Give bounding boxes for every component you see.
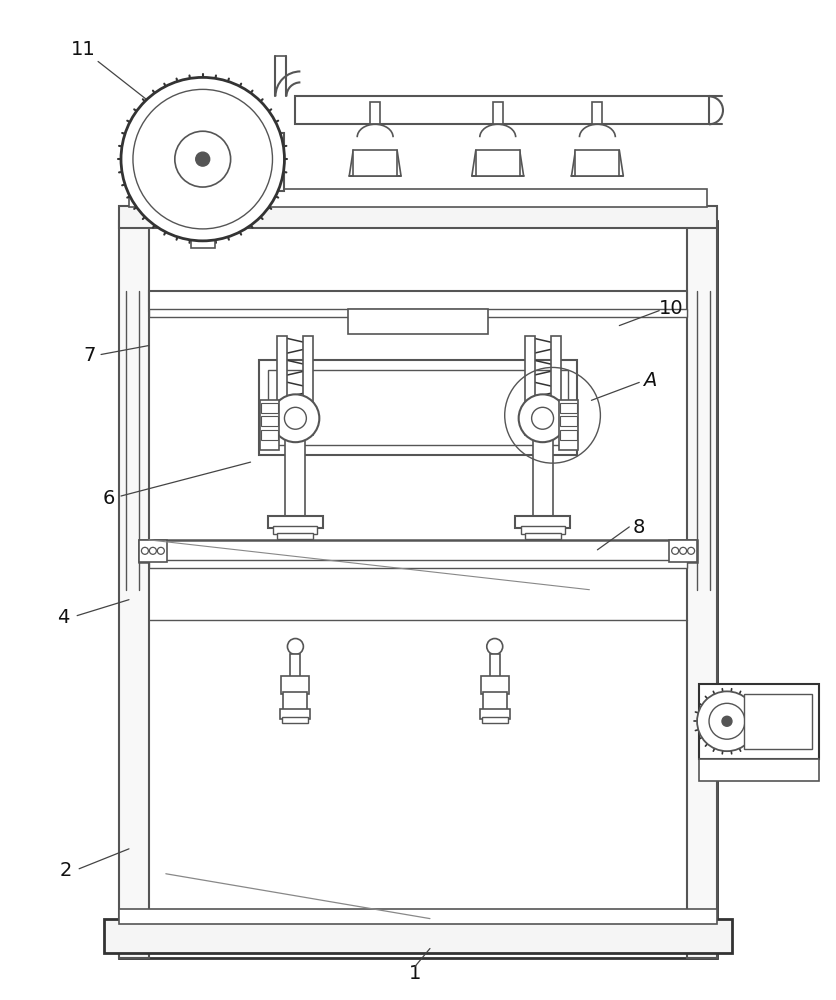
Bar	[533, 438, 553, 520]
Bar	[669, 540, 697, 562]
Bar	[283, 717, 308, 723]
Bar	[290, 654, 300, 679]
Circle shape	[532, 407, 553, 429]
Text: 6: 6	[103, 489, 115, 508]
Bar	[285, 438, 305, 520]
Bar	[481, 676, 508, 694]
Bar	[303, 336, 314, 435]
Bar	[119, 206, 717, 228]
Bar	[490, 654, 500, 679]
Text: 11: 11	[71, 40, 95, 59]
Bar	[268, 516, 324, 528]
Bar	[259, 400, 279, 450]
Circle shape	[133, 89, 273, 229]
Bar	[195, 207, 211, 227]
Circle shape	[150, 547, 156, 554]
Bar	[268, 133, 284, 191]
Bar	[699, 759, 818, 781]
Bar	[559, 430, 578, 440]
Circle shape	[141, 547, 149, 554]
Circle shape	[288, 639, 303, 654]
Bar	[559, 403, 578, 413]
Circle shape	[671, 547, 679, 554]
Circle shape	[722, 716, 732, 726]
Bar	[551, 336, 560, 435]
Bar	[258, 360, 578, 455]
Bar	[349, 309, 487, 334]
Bar	[119, 221, 149, 958]
Circle shape	[157, 547, 165, 554]
Bar	[521, 526, 564, 534]
Bar	[149, 309, 687, 317]
Bar	[278, 336, 288, 435]
Text: 4: 4	[57, 608, 69, 627]
Polygon shape	[472, 150, 523, 176]
Circle shape	[697, 691, 757, 751]
Circle shape	[487, 639, 502, 654]
Bar	[191, 226, 215, 248]
Bar	[278, 533, 314, 539]
Bar	[273, 526, 318, 534]
Bar	[295, 96, 709, 124]
Circle shape	[687, 547, 695, 554]
Circle shape	[175, 131, 231, 187]
Circle shape	[518, 394, 567, 442]
Circle shape	[121, 77, 284, 241]
Bar	[261, 416, 278, 426]
Text: 2: 2	[60, 861, 73, 880]
Bar	[261, 403, 278, 413]
Bar	[139, 540, 697, 562]
Bar	[492, 102, 502, 124]
Bar	[119, 221, 717, 958]
Bar	[559, 416, 578, 426]
Circle shape	[709, 703, 745, 739]
Bar	[104, 919, 732, 953]
Bar	[149, 560, 687, 568]
Bar	[280, 709, 310, 719]
Bar	[699, 684, 818, 759]
Text: 10: 10	[659, 299, 684, 318]
Bar	[119, 909, 717, 924]
Bar	[482, 717, 507, 723]
Bar	[480, 709, 510, 719]
Bar	[370, 102, 380, 124]
Text: 3: 3	[751, 730, 763, 749]
Bar	[687, 221, 717, 958]
Polygon shape	[572, 150, 624, 176]
Bar	[261, 430, 278, 440]
Bar	[593, 102, 603, 124]
Text: 7: 7	[83, 346, 95, 365]
Bar	[515, 516, 570, 528]
Bar	[482, 692, 507, 712]
Circle shape	[272, 394, 319, 442]
Circle shape	[680, 547, 686, 554]
Bar	[525, 336, 534, 435]
Bar	[282, 676, 309, 694]
Bar	[558, 400, 579, 450]
Bar	[283, 692, 308, 712]
Bar	[139, 540, 167, 562]
Text: 8: 8	[633, 518, 645, 537]
Bar	[149, 291, 687, 311]
Bar	[744, 694, 812, 749]
Circle shape	[284, 407, 306, 429]
Bar	[129, 189, 707, 207]
Text: 1: 1	[409, 964, 421, 983]
Bar	[525, 533, 560, 539]
Bar	[268, 370, 568, 445]
Circle shape	[196, 152, 210, 166]
Text: A: A	[643, 371, 656, 390]
Polygon shape	[349, 150, 401, 176]
